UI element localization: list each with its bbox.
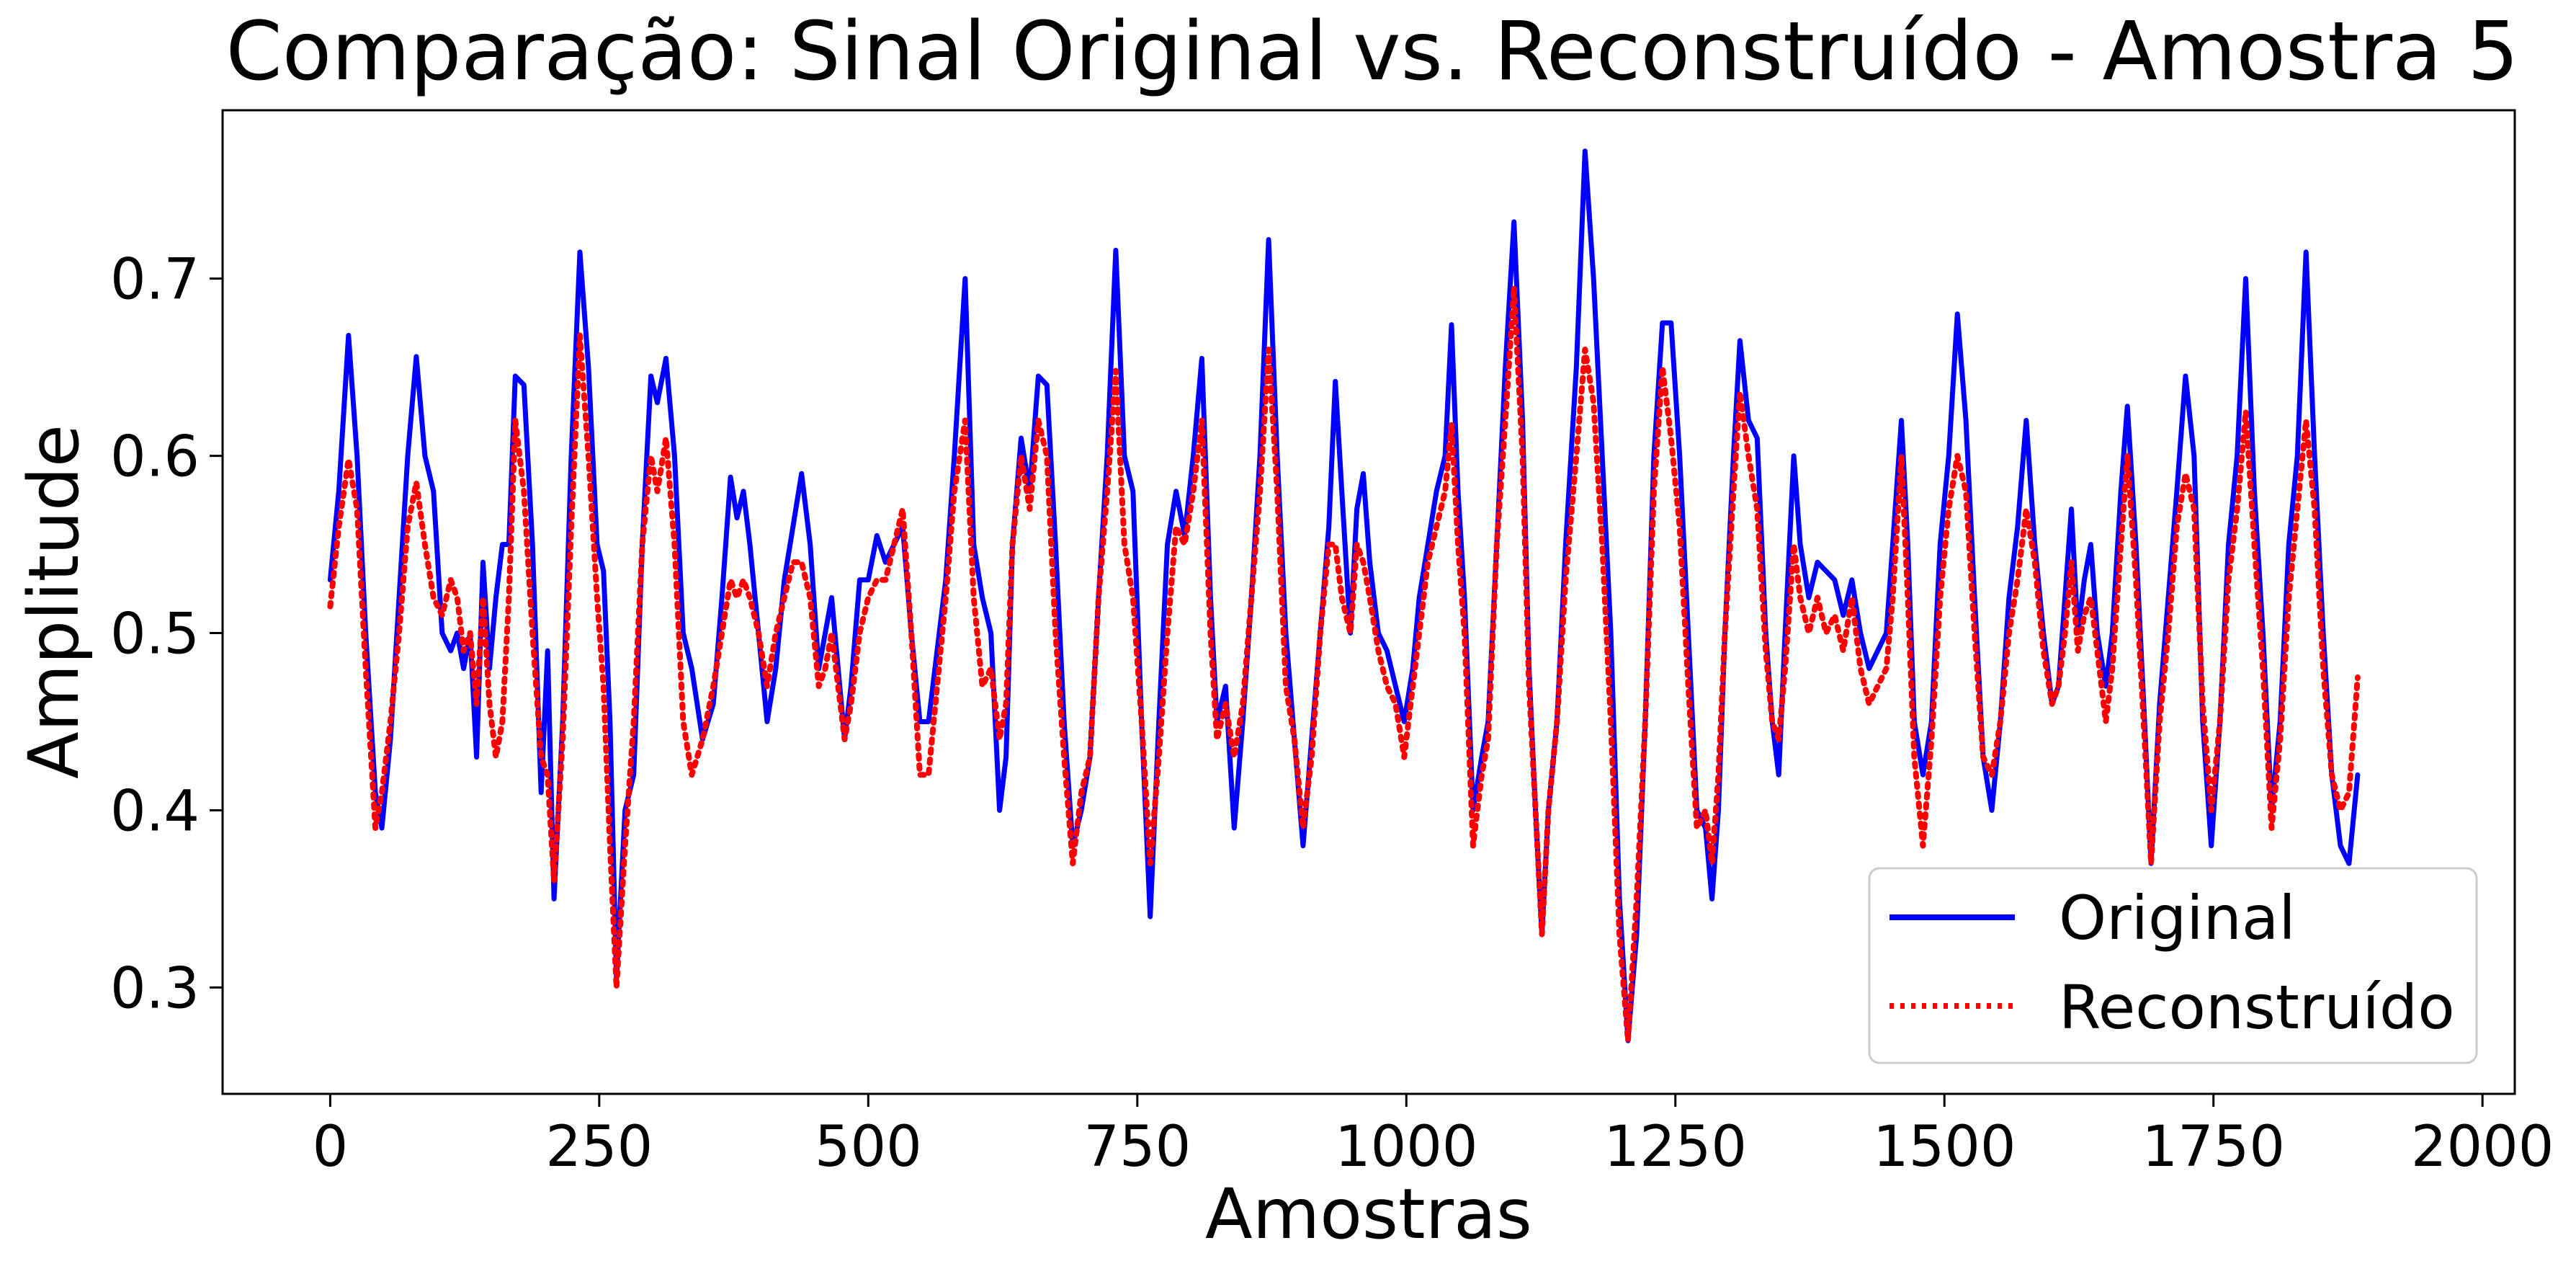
y-tick-label: 0.3 <box>110 956 200 1021</box>
x-tick-label: 1750 <box>2142 1115 2285 1180</box>
x-axis: 0 250 500 750 1000 1250 1500 1750 2000 <box>313 1094 2554 1180</box>
y-tick-label: 0.5 <box>110 602 200 667</box>
x-tick-label: 0 <box>313 1115 349 1180</box>
x-tick-label: 250 <box>545 1115 653 1180</box>
x-tick-label: 1250 <box>1604 1115 1748 1180</box>
x-tick-label: 750 <box>1083 1115 1191 1180</box>
x-tick-label: 500 <box>815 1115 922 1180</box>
series-line-reconstruido <box>327 284 2361 1044</box>
x-tick-label: 1500 <box>1873 1115 2016 1180</box>
y-axis: 0.3 0.4 0.5 0.6 0.7 <box>110 248 223 1021</box>
y-tick-label: 0.7 <box>110 248 200 313</box>
y-axis-label: Amplitude <box>14 424 94 779</box>
y-tick-label: 0.6 <box>110 425 200 490</box>
legend: Original Reconstruído <box>1868 867 2478 1064</box>
x-axis-label: Amostras <box>1205 1174 1532 1255</box>
legend-label-reconstruido: Reconstruído <box>2059 972 2455 1043</box>
x-tick-label: 1000 <box>1335 1115 1478 1180</box>
legend-box <box>1868 867 2478 1064</box>
chart-title: Comparação: Sinal Original vs. Reconstru… <box>225 5 2518 99</box>
plot-frame <box>221 109 2516 1095</box>
x-tick-label: 2000 <box>2411 1115 2554 1180</box>
y-tick-label: 0.4 <box>110 779 200 844</box>
legend-label-original: Original <box>2059 883 2296 953</box>
series-layer <box>327 148 2361 1044</box>
